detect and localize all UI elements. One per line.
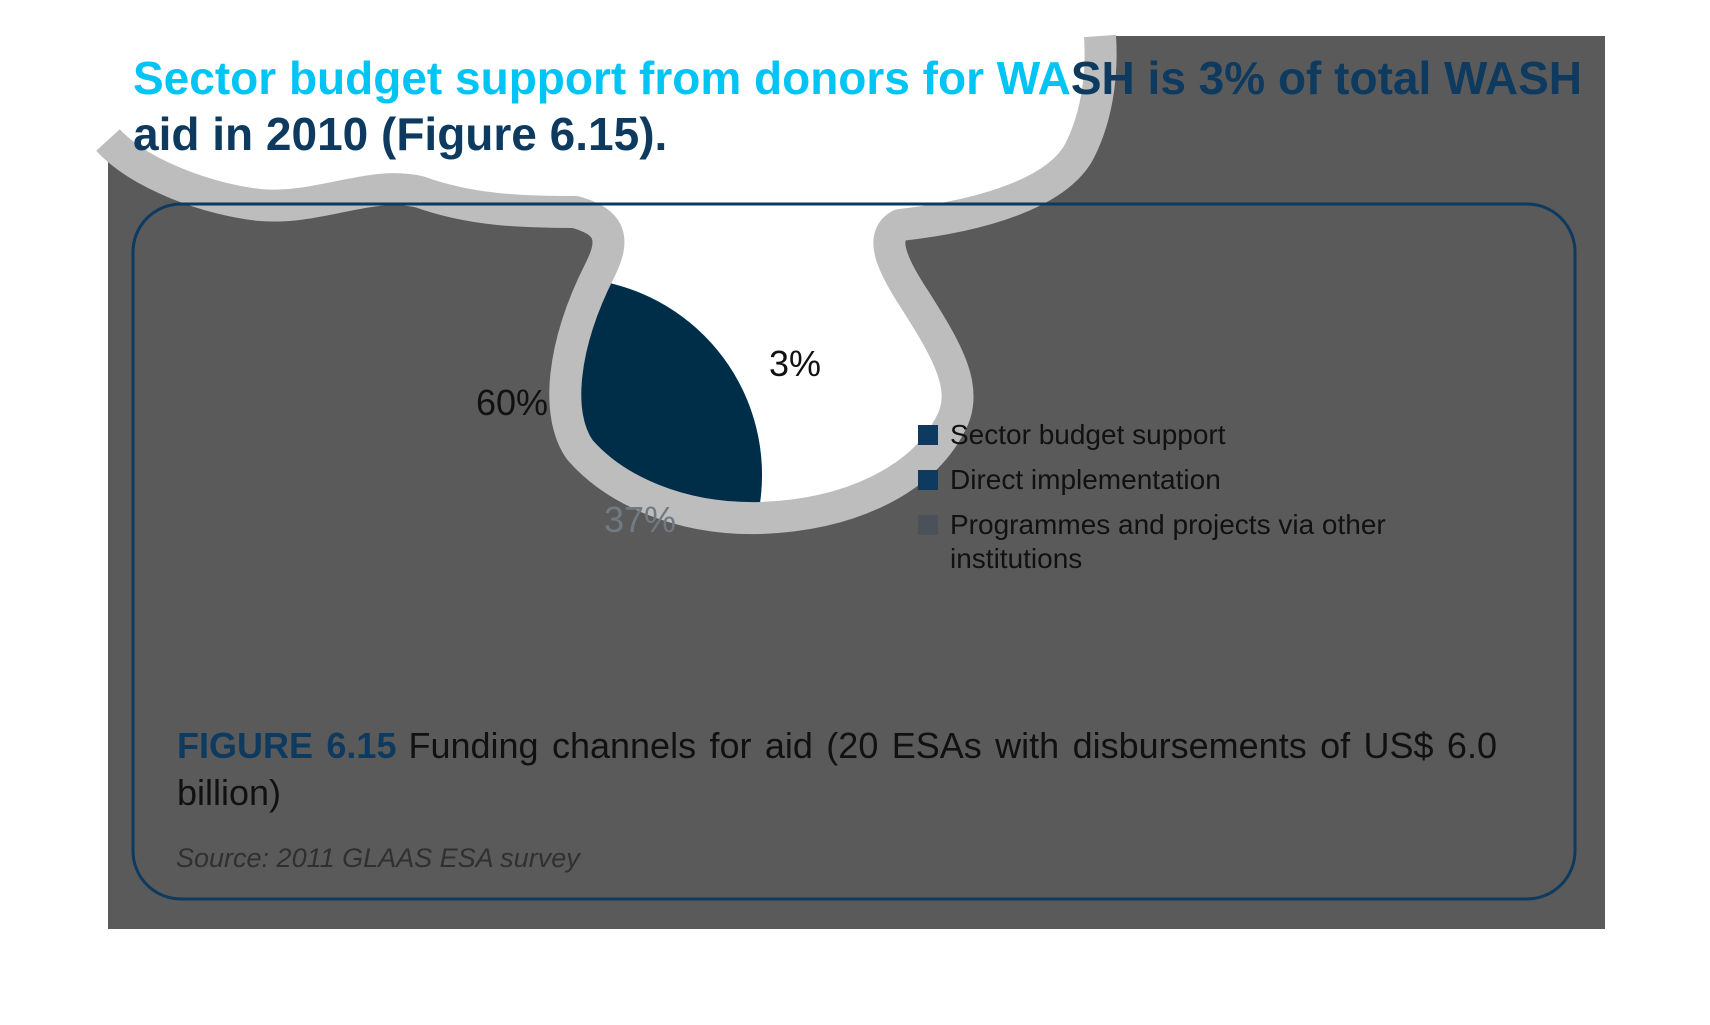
chart-legend: Sector budget support Direct implementat…: [918, 418, 1438, 587]
legend-label: Sector budget support: [950, 419, 1226, 450]
legend-swatch: [918, 470, 938, 490]
figure-frame: [131, 202, 1577, 901]
spotlight-ring: [96, 34, 1117, 535]
headline-highlight: Sector budget support from donors for WA: [133, 52, 1071, 104]
legend-swatch: [918, 425, 938, 445]
legend-label: Programmes and projects via other instit…: [950, 509, 1386, 574]
pie-slice-label: 60%: [476, 382, 548, 423]
pie-labels: 3% 37% 60%: [476, 343, 821, 540]
legend-label: Direct implementation: [950, 464, 1221, 495]
pie-slice-label: 37%: [604, 499, 676, 540]
pie-slice-label: 3%: [769, 343, 821, 384]
figure-caption-text: Funding channels for aid (20 ESAs with d…: [177, 725, 1497, 813]
figure-caption: FIGURE 6.15 Funding channels for aid (20 …: [177, 722, 1497, 816]
headline-rest: SH is 3% of total WASH aid in 2010 (Figu…: [133, 52, 1583, 160]
legend-item-programmes-and-projects: Programmes and projects via other instit…: [918, 508, 1438, 576]
legend-swatch: [918, 515, 938, 535]
figure-source: Source: 2011 GLAAS ESA survey: [176, 843, 580, 873]
legend-item-sector-budget-support: Sector budget support: [918, 418, 1438, 452]
legend-item-direct-implementation: Direct implementation: [918, 463, 1438, 497]
headline: Sector budget support from donors for WA…: [133, 50, 1593, 162]
figure-label: FIGURE 6.15: [177, 725, 397, 766]
